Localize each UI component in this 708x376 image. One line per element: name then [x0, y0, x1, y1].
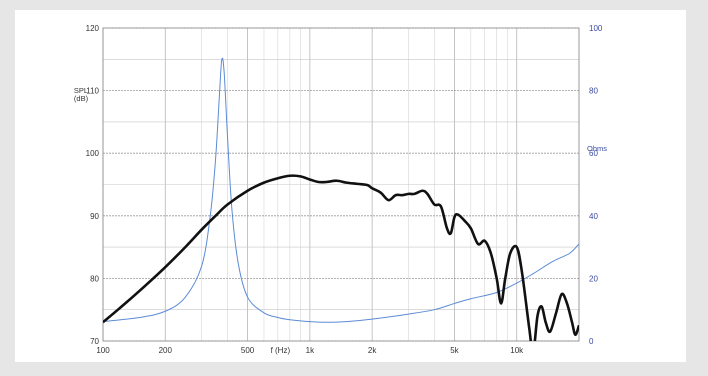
- y-left-tick-label: 90: [90, 212, 99, 221]
- y-left-tick-label: 80: [90, 274, 99, 283]
- frequency-response-chart: 70 80 90 100 110 120 0 20 40 60 80 100 100 200 500 1k 2k…: [74, 24, 607, 355]
- y-right-tick-label: 80: [589, 87, 598, 96]
- x-axis-label: f (Hz): [271, 346, 291, 355]
- spl-series-line: [103, 174, 579, 341]
- y-right-tick-label: 0: [589, 337, 594, 346]
- y-left-tick-label: 120: [86, 24, 100, 33]
- y-right-tick-label: 100: [589, 24, 603, 33]
- y-right-tick-label: 60: [589, 149, 598, 158]
- x-tick-label: 5k: [450, 346, 459, 355]
- x-tick-label: 2k: [368, 346, 377, 355]
- x-tick-label: 200: [159, 346, 173, 355]
- y-right-axis-label: Ohms: [587, 144, 607, 153]
- y-left-axis-label: SPL: [74, 86, 88, 95]
- x-tick-label: 100: [96, 346, 110, 355]
- x-tick-label: 1k: [306, 346, 315, 355]
- chart-panel: 70 80 90 100 110 120 0 20 40 60 80 100 100 200 500 1k 2k…: [15, 10, 686, 362]
- x-tick-label: 500: [241, 346, 255, 355]
- impedance-series-line: [103, 57, 579, 323]
- y-right-tick-label: 20: [589, 274, 598, 283]
- y-left-tick-label: 70: [90, 337, 99, 346]
- y-left-tick-label: 110: [86, 87, 99, 96]
- x-tick-label: 10k: [510, 346, 524, 355]
- y-right-tick-label: 40: [589, 212, 598, 221]
- y-left-axis-unit: (dB): [74, 94, 89, 103]
- y-left-tick-label: 100: [86, 149, 100, 158]
- plot-border: [102, 27, 580, 342]
